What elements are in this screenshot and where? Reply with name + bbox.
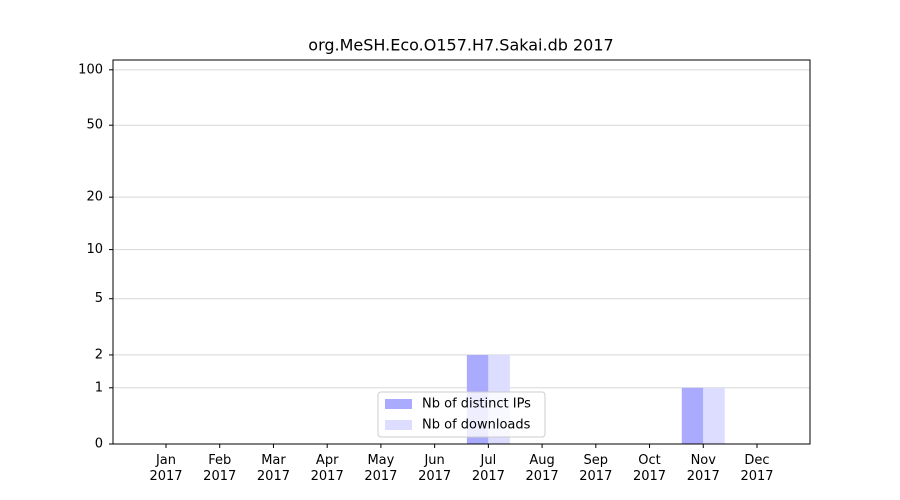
y-tick-label: 1: [95, 380, 103, 395]
x-tick-label: May 2017: [364, 453, 398, 484]
chart-title: org.MeSH.Eco.O157.H7.Sakai.db 2017: [308, 36, 613, 55]
x-tick-label: Mar 2017: [256, 453, 290, 484]
x-tick-label: Dec 2017: [740, 453, 774, 484]
y-tick-label: 0: [95, 437, 103, 452]
x-tick-label: Jan 2017: [149, 453, 183, 484]
y-tick-label: 2: [95, 347, 103, 362]
legend-label: Nb of downloads: [422, 418, 531, 433]
bar: [703, 387, 725, 444]
y-tick-label: 100: [78, 62, 103, 77]
y-tick-label: 50: [86, 118, 103, 133]
plot-frame: [112, 59, 811, 445]
x-tick-label: Oct 2017: [632, 453, 667, 484]
x-tick-label: Jul 2017: [471, 453, 505, 484]
x-tick-label: Apr 2017: [310, 453, 344, 484]
legend-swatch: [385, 399, 412, 409]
bar: [681, 387, 704, 444]
y-tick-label: 5: [95, 291, 103, 306]
legend-label: Nb of distinct IPs: [422, 397, 531, 412]
x-tick-label: Aug 2017: [525, 453, 559, 484]
y-tick-label: 10: [86, 242, 103, 257]
y-tick-label: 20: [86, 190, 103, 205]
x-tick-label: Jun 2017: [418, 453, 452, 484]
x-tick-label: Feb 2017: [203, 453, 237, 484]
legend-box: [377, 391, 546, 438]
legend-swatch: [385, 420, 412, 430]
x-tick-label: Nov 2017: [686, 453, 720, 484]
x-tick-label: Sep 2017: [579, 453, 613, 484]
